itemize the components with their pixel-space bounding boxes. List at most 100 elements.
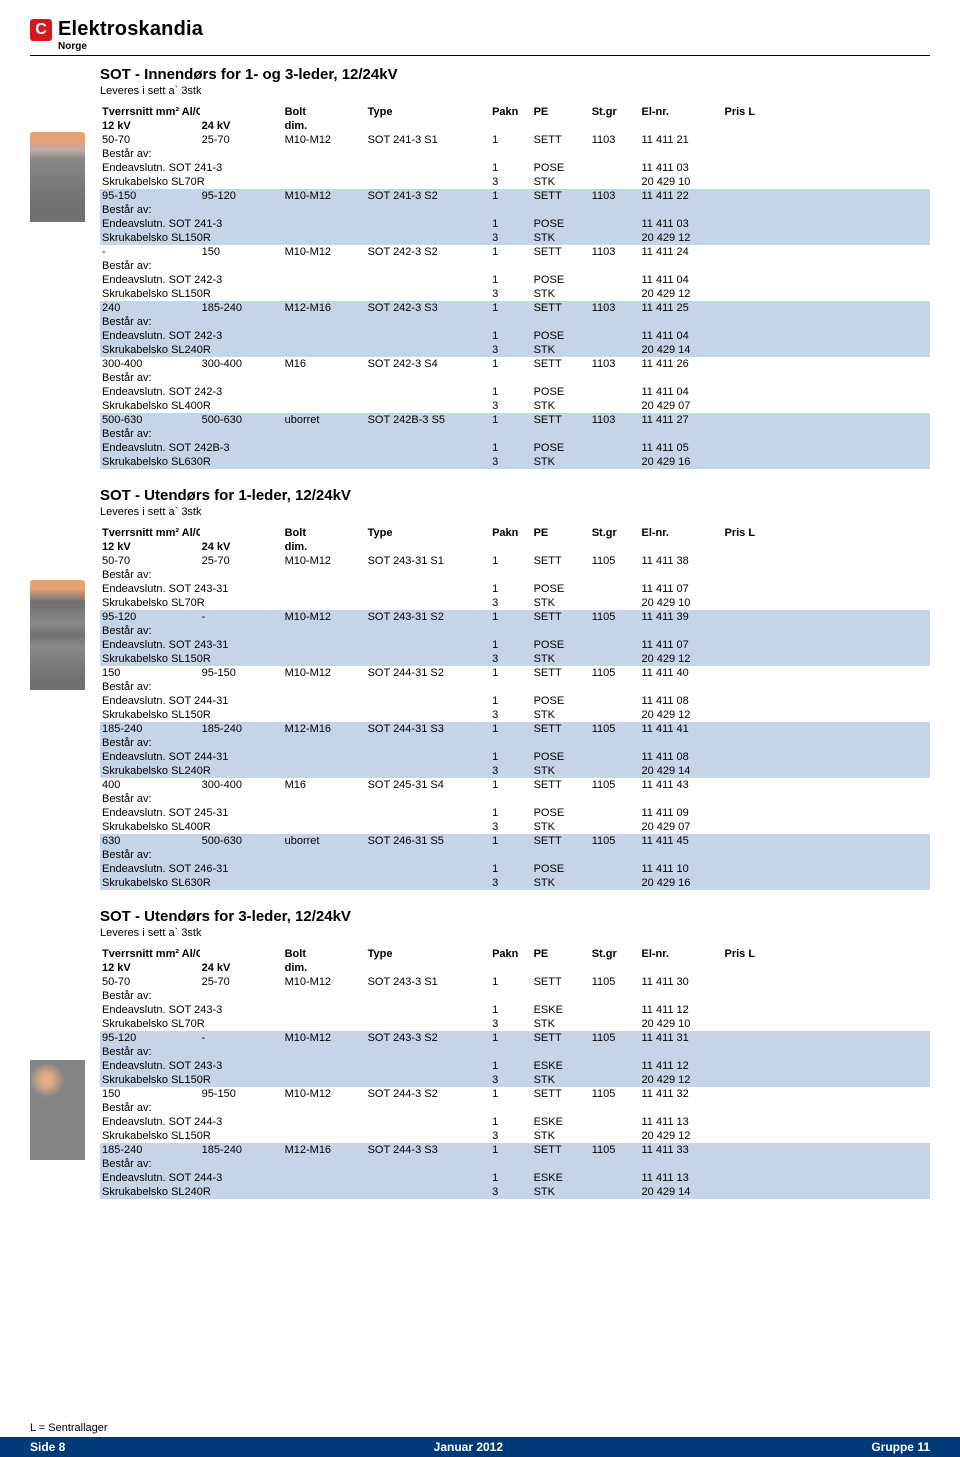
table-row: 300-400300-400M16SOT 242-3 S41SETT110311… [100,357,930,371]
cell-type: SOT 244-3 S3 [366,1143,491,1157]
cell-pakn: 1 [490,1171,532,1185]
consists-of-row: Består av: [100,147,930,161]
product-image-1 [30,132,85,222]
cell-12kv: 185-240 [100,722,200,736]
cell-stgr [590,287,640,301]
cell-stgr: 1105 [590,1087,640,1101]
cell-24kv: 25-70 [200,133,283,147]
cell-12kv: 300-400 [100,357,200,371]
cell-elnr: 11 411 07 [639,582,722,596]
cell-pakn: 3 [490,652,532,666]
cell-bestar: Består av: [100,792,930,806]
cell-type: SOT 244-31 S3 [366,722,491,736]
col-type: Type [366,526,491,540]
cell-pakn: 1 [490,133,532,147]
cell-stgr: 1105 [590,1143,640,1157]
cell-pakn: 3 [490,343,532,357]
table-row: 15095-150M10-M12SOT 244-3 S21SETT110511 … [100,1087,930,1101]
cell-pe: STK [532,175,590,189]
col-elnr: El-nr. [639,105,722,119]
cell-pe: SETT [532,778,590,792]
cell-component: Skrukabelsko SL150R [100,652,490,666]
cell-pakn: 1 [490,694,532,708]
cell-type: SOT 244-31 S2 [366,666,491,680]
cell-pe: SETT [532,189,590,203]
cell-elnr: 11 411 30 [639,975,722,989]
cell-elnr: 11 411 39 [639,610,722,624]
cell-component: Endeavslutn. SOT 241-3 [100,217,490,231]
cell-24kv: 300-400 [200,778,283,792]
section-subtitle: Leveres i sett a` 3stk [100,506,930,518]
component-row: Skrukabelsko SL240R3STK20 429 14 [100,1185,930,1199]
cell-elnr: 11 411 21 [639,133,722,147]
cell-12kv: 150 [100,1087,200,1101]
cell-pakn: 1 [490,357,532,371]
cell-pakn: 1 [490,161,532,175]
cell-pe: STK [532,1129,590,1143]
col-bolt: Bolt [283,526,366,540]
cell-stgr [590,1115,640,1129]
cell-pe: STK [532,596,590,610]
cell-stgr: 1103 [590,133,640,147]
col-pakn: Pakn [490,105,532,119]
cell-pakn: 1 [490,1115,532,1129]
cell-pe: STK [532,399,590,413]
cell-bestar: Består av: [100,259,930,273]
col-tverrsnitt: Tverrsnitt mm² Al/Cu [100,526,200,540]
cell-bolt: M10-M12 [283,975,366,989]
cell-pakn: 1 [490,610,532,624]
cell-component: Skrukabelsko SL70R [100,1017,490,1031]
cell-elnr: 11 411 24 [639,245,722,259]
cell-component: Skrukabelsko SL400R [100,820,490,834]
col-dim: dim. [283,540,366,554]
cell-stgr [590,596,640,610]
cell-stgr [590,231,640,245]
cell-stgr: 1105 [590,554,640,568]
col-24kv [200,526,283,540]
cell-component: Skrukabelsko SL150R [100,1073,490,1087]
cell-elnr: 20 429 16 [639,876,722,890]
table-row: 500-630500-630uborretSOT 242B-3 S51SETT1… [100,413,930,427]
cell-bolt: M12-M16 [283,722,366,736]
cell-24kv: 150 [200,245,283,259]
col-12kv: 12 kV [100,540,200,554]
cell-pe: SETT [532,245,590,259]
col-24kv [200,947,283,961]
consists-of-row: Består av: [100,203,930,217]
col-dim: dim. [283,119,366,133]
cell-pe: STK [532,287,590,301]
cell-12kv: 400 [100,778,200,792]
cell-elnr: 11 411 04 [639,385,722,399]
cell-type: SOT 246-31 S5 [366,834,491,848]
table-row: 50-7025-70M10-M12SOT 241-3 S11SETT110311… [100,133,930,147]
footer-note: L = Sentrallager [0,1422,960,1437]
cell-pakn: 1 [490,1087,532,1101]
cell-pe: STK [532,455,590,469]
component-row: Skrukabelsko SL240R3STK20 429 14 [100,764,930,778]
cell-stgr [590,876,640,890]
cell-bestar: Består av: [100,1157,930,1171]
consists-of-row: Består av: [100,427,930,441]
cell-elnr: 11 411 38 [639,554,722,568]
cell-pakn: 1 [490,582,532,596]
cell-type: SOT 241-3 S2 [366,189,491,203]
cell-component: Endeavslutn. SOT 243-31 [100,582,490,596]
cell-pe: STK [532,1073,590,1087]
consists-of-row: Består av: [100,736,930,750]
cell-12kv: 150 [100,666,200,680]
cell-12kv: 50-70 [100,133,200,147]
cell-component: Skrukabelsko SL630R [100,876,490,890]
footer-date: Januar 2012 [434,1440,503,1454]
cell-pakn: 3 [490,764,532,778]
logo-mark-icon: C [30,19,52,41]
section-subtitle: Leveres i sett a` 3stk [100,85,930,97]
cell-stgr [590,652,640,666]
cell-stgr: 1105 [590,834,640,848]
cell-bestar: Består av: [100,989,930,1003]
col-pris: Pris L [722,947,930,961]
cell-stgr [590,1003,640,1017]
cell-elnr: 11 411 12 [639,1003,722,1017]
cell-stgr [590,582,640,596]
cell-pe: SETT [532,413,590,427]
cell-pe: SETT [532,133,590,147]
